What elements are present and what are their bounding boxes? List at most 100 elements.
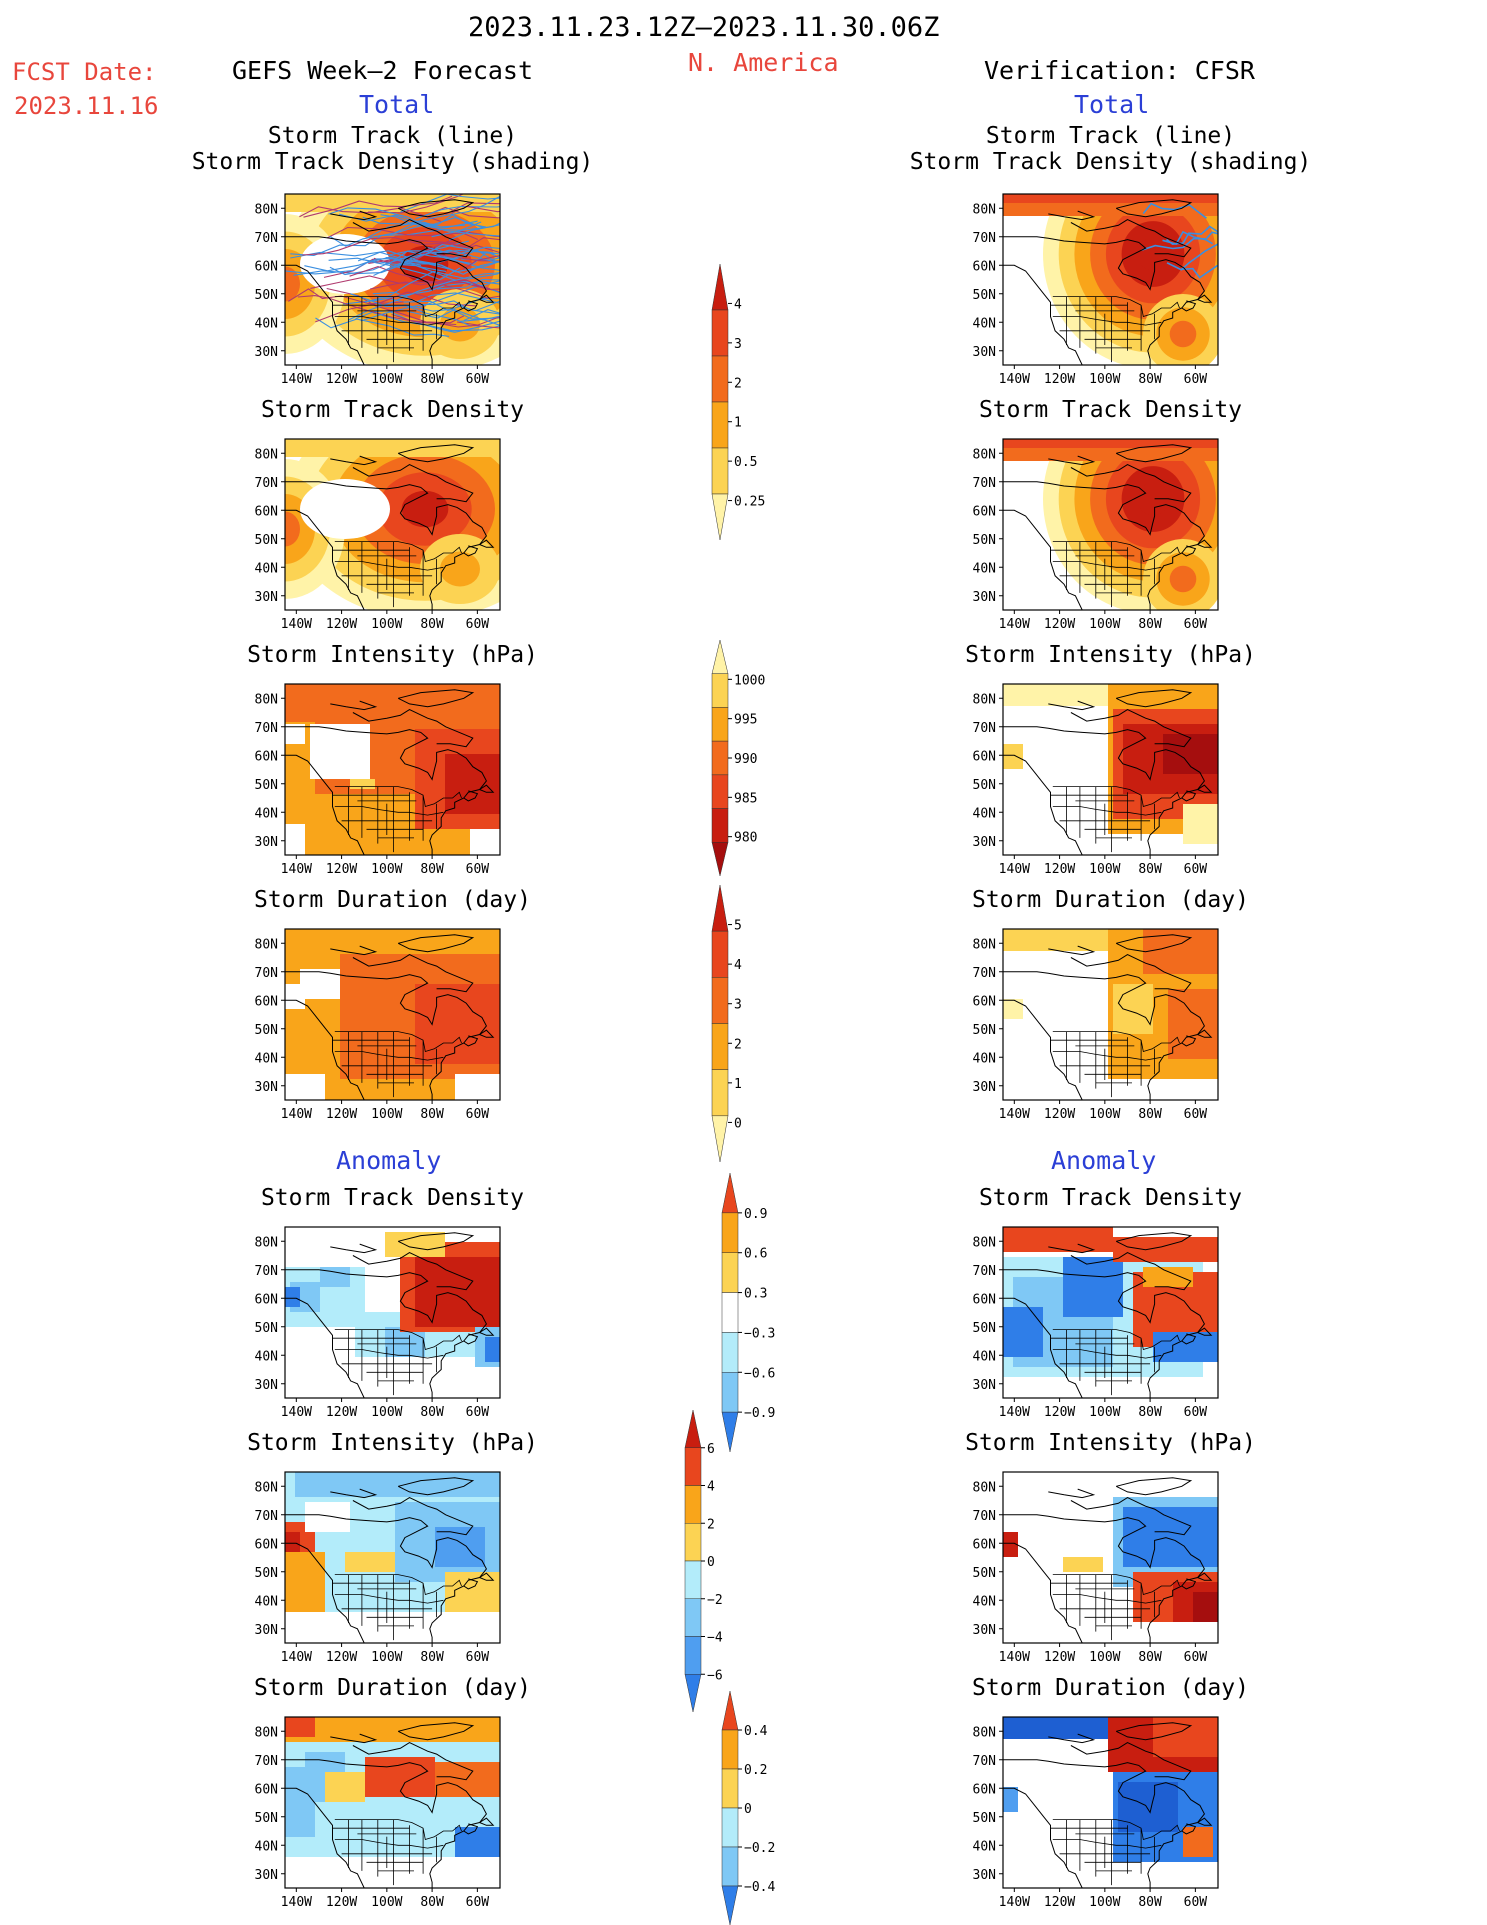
lat-tick-label: 30N <box>255 345 278 360</box>
lon-tick-label: 140W <box>281 862 312 877</box>
colorbar-label: 985 <box>734 791 757 806</box>
lat-tick-label: 50N <box>973 1321 996 1336</box>
lon-tick-label: 60W <box>466 1107 490 1122</box>
lat-tick-label: 50N <box>255 288 278 303</box>
lon-tick-label: 100W <box>1089 1107 1120 1122</box>
panel-title-0-left: Storm Track Density (shading) <box>192 149 594 175</box>
lat-tick-label: 80N <box>255 447 278 462</box>
lat-tick-label: 70N <box>973 476 996 491</box>
lat-tick-label: 60N <box>255 259 278 274</box>
lat-tick-label: 60N <box>255 994 278 1009</box>
lat-tick-label: 40N <box>255 1839 278 1854</box>
lat-tick-label: 70N <box>973 966 996 981</box>
panel-title-5-left: Storm Intensity (hPa) <box>247 1430 538 1456</box>
colorbar-swatch <box>721 1172 739 1214</box>
colorbar-label: 0.2 <box>744 1763 767 1778</box>
lon-tick-label: 140W <box>999 372 1030 387</box>
lon-tick-label: 60W <box>466 862 490 877</box>
lon-tick-label: 60W <box>466 372 490 387</box>
colorbar-swatch <box>684 1560 702 1599</box>
lon-tick-label: 140W <box>281 372 312 387</box>
panel-title-2-right: Storm Intensity (hPa) <box>965 642 1256 668</box>
lon-tick-label: 120W <box>1044 1650 1075 1665</box>
panel-title-3-left: Storm Duration (day) <box>254 887 531 913</box>
colorbar-label: 1 <box>734 416 742 431</box>
lat-tick-label: 40N <box>973 316 996 331</box>
lat-tick-label: 60N <box>255 1782 278 1797</box>
colorbar-swatch <box>711 493 729 541</box>
colorbar-label: 995 <box>734 713 757 728</box>
lat-tick-label: 80N <box>973 447 996 462</box>
lon-tick-label: 60W <box>466 1895 490 1910</box>
panel-title-2-left: Storm Intensity (hPa) <box>247 642 538 668</box>
lat-tick-label: 40N <box>255 561 278 576</box>
lon-tick-label: 120W <box>326 372 357 387</box>
lat-tick-label: 60N <box>973 504 996 519</box>
colorbar-swatch <box>684 1636 702 1675</box>
lat-tick-label: 80N <box>255 1480 278 1495</box>
lat-tick-label: 60N <box>973 1292 996 1307</box>
colorbar-swatch <box>711 355 729 403</box>
lat-tick-label: 60N <box>973 994 996 1009</box>
lat-tick-label: 30N <box>973 1080 996 1095</box>
panel-title-1-right: Storm Track Density <box>979 397 1242 423</box>
right-anomaly-label: Anomaly <box>1051 1146 1157 1175</box>
lon-tick-label: 100W <box>371 862 402 877</box>
lat-tick-label: 30N <box>255 835 278 850</box>
lat-tick-label: 70N <box>255 1754 278 1769</box>
colorbar-swatch <box>711 639 729 674</box>
lon-tick-label: 80W <box>1138 1895 1162 1910</box>
colorbar-label: 0.9 <box>744 1207 767 1222</box>
lat-tick-label: 80N <box>255 937 278 952</box>
colorbar-label: 2 <box>734 376 742 391</box>
colorbar-swatch <box>711 401 729 449</box>
lat-tick-label: 60N <box>255 504 278 519</box>
colorbar-label: 990 <box>734 752 757 767</box>
colorbar-label: −4 <box>707 1631 723 1646</box>
lat-tick-label: 80N <box>973 1480 996 1495</box>
colorbar-label: −0.9 <box>744 1406 775 1421</box>
right-column-title: Verification: CFSR <box>984 56 1255 85</box>
colorbar-label: 4 <box>707 1480 715 1495</box>
colorbar-swatch <box>711 673 729 708</box>
colorbar-swatch <box>711 1069 729 1117</box>
lon-tick-label: 120W <box>326 1405 357 1420</box>
lat-tick-label: 70N <box>973 1509 996 1524</box>
lat-tick-label: 80N <box>255 1235 278 1250</box>
right-total-label: Total <box>1074 90 1150 119</box>
colorbar-label: 4 <box>734 297 742 312</box>
lat-tick-label: 50N <box>973 1811 996 1826</box>
colorbar-density-anomaly: 0.9 0.6 0.3 −0.3 −0.6 −0.9 <box>721 1172 775 1453</box>
colorbar-swatch <box>711 1023 729 1070</box>
lat-tick-label: 70N <box>973 231 996 246</box>
lon-tick-label: 80W <box>420 1405 444 1420</box>
colorbar-swatch <box>721 1768 739 1809</box>
colorbar-label: 1 <box>734 1077 742 1092</box>
lon-tick-label: 120W <box>326 1895 357 1910</box>
lat-tick-label: 60N <box>973 749 996 764</box>
colorbar-label: 4 <box>734 958 742 973</box>
lat-tick-label: 60N <box>973 1782 996 1797</box>
lat-tick-label: 40N <box>973 1594 996 1609</box>
lon-tick-label: 120W <box>326 617 357 632</box>
colorbar-swatch <box>711 707 729 742</box>
lat-tick-label: 50N <box>973 533 996 548</box>
lon-tick-label: 60W <box>1184 617 1208 632</box>
lat-tick-label: 80N <box>973 692 996 707</box>
lon-tick-label: 100W <box>371 617 402 632</box>
header-period: 2023.11.23.12Z–2023.11.30.06Z <box>468 12 940 43</box>
colorbar-label: 980 <box>734 831 757 846</box>
panel-title-0-left: Storm Track (line) <box>268 123 517 149</box>
colorbar-swatch <box>721 1372 739 1413</box>
lat-tick-label: 80N <box>255 692 278 707</box>
lon-tick-label: 120W <box>1044 862 1075 877</box>
colorbar-label: −0.2 <box>744 1841 775 1856</box>
